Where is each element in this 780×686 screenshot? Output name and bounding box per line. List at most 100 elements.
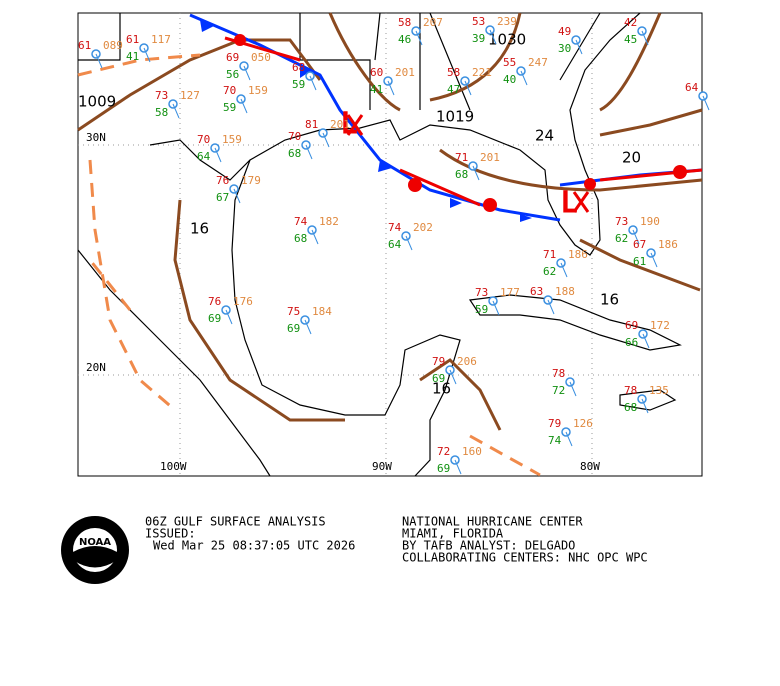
pressure: 126 <box>573 417 593 430</box>
temperature: 63 <box>530 285 543 298</box>
station: 71 68 201 <box>455 151 500 181</box>
station: 53 39 239 <box>472 15 517 45</box>
temperature: 74 <box>388 221 402 234</box>
dew-point: 58 <box>155 106 168 119</box>
pressure: 160 <box>462 445 482 458</box>
station: 75 69 184 <box>287 305 332 335</box>
dew-point: 69 <box>437 462 450 475</box>
station: 79 69 206 <box>432 355 477 385</box>
wind-barb <box>243 65 251 81</box>
wind-barb <box>225 309 233 325</box>
pressure: 186 <box>658 238 678 251</box>
dew-point: 69 <box>208 312 221 325</box>
isobar-label: 16 <box>432 380 451 398</box>
wind-barb <box>405 235 413 251</box>
isobar-label: 16 <box>600 291 619 309</box>
pressure: 190 <box>640 215 660 228</box>
dew-point: 69 <box>287 322 300 335</box>
isobar-label: 1019 <box>436 108 474 126</box>
wind-barb <box>322 132 330 148</box>
dew-point: 56 <box>226 68 239 81</box>
dew-point: 59 <box>475 303 488 316</box>
map-frame <box>77 12 703 477</box>
isobar-label: 16 <box>190 220 209 238</box>
wind-barb <box>311 229 319 245</box>
dew-point: 67 <box>216 191 229 204</box>
temperature: 61 <box>126 33 139 46</box>
wind-barb <box>632 229 640 245</box>
station: 73 58 127 <box>155 89 200 119</box>
wind-barb <box>415 30 423 46</box>
pressure: 159 <box>222 133 242 146</box>
low-x <box>346 114 590 213</box>
temperature: 53 <box>472 15 485 28</box>
station: 79 74 126 <box>548 417 593 447</box>
pressure: 179 <box>241 174 261 187</box>
temperature: 71 <box>543 248 556 261</box>
pressure: 201 <box>480 151 500 164</box>
station: 61 41 117 <box>126 33 171 63</box>
temperature: 78 <box>624 384 637 397</box>
pressure: 050 <box>251 51 271 64</box>
isobar-label: 24 <box>535 127 554 145</box>
wind-barb <box>449 369 457 385</box>
wind-barb <box>489 29 497 45</box>
dew-point: 66 <box>625 336 638 349</box>
dew-point: 68 <box>294 232 307 245</box>
warm-front <box>224 34 703 212</box>
pressure: 201 <box>395 66 415 79</box>
wind-barb <box>702 95 710 111</box>
pressure: 172 <box>650 319 670 332</box>
station: 76 69 176 <box>208 295 253 325</box>
dew-point: 59 <box>292 78 305 91</box>
dew-point: 68 <box>455 168 468 181</box>
station: 76 67 179 <box>216 174 261 204</box>
dew-point: 61 <box>633 255 646 268</box>
dew-point: 46 <box>398 33 411 46</box>
station: 71 62 186 <box>543 248 588 278</box>
pressure: 207 <box>423 16 443 29</box>
lon-label: 80W <box>580 460 600 473</box>
dew-point: 68 <box>624 401 637 414</box>
temperature: 79 <box>432 355 445 368</box>
coastlines <box>77 12 682 477</box>
product-title: 06Z GULF SURFACE ANALYSIS <box>145 515 326 529</box>
pressure: 247 <box>528 56 548 69</box>
pressure: 089 <box>103 39 123 52</box>
pressure: 184 <box>312 305 332 318</box>
station: 73 59 177 <box>475 286 520 316</box>
dew-point: 59 <box>223 101 236 114</box>
wind-barb <box>641 30 649 46</box>
temperature: 79 <box>548 417 561 430</box>
pressure: 182 <box>319 215 339 228</box>
station: 67 61 186 <box>633 238 678 268</box>
station: 81 201 <box>305 118 350 148</box>
temperature: 49 <box>558 25 571 38</box>
station: 73 62 190 <box>615 215 660 245</box>
pressure: 159 <box>248 84 268 97</box>
dew-point: 62 <box>615 232 628 245</box>
wind-barb <box>233 188 241 204</box>
temperature: 69 <box>226 51 239 64</box>
wind-barb <box>240 98 248 114</box>
wind-barb <box>547 299 555 315</box>
pressure: 135 <box>649 384 669 397</box>
temperature: 76 <box>216 174 229 187</box>
noaa-logo: NOAA <box>61 516 129 584</box>
dew-point: 64 <box>197 150 211 163</box>
issued-time: Wed Mar 25 08:37:05 UTC 2026 <box>153 539 355 553</box>
wind-barb <box>641 398 649 414</box>
pressure: 186 <box>568 248 588 261</box>
station: 61 089 <box>78 39 123 69</box>
temperature: 73 <box>615 215 628 228</box>
temperature: 67 <box>633 238 646 251</box>
temperature: 42 <box>624 16 637 29</box>
wind-barb <box>143 47 151 63</box>
temperature: 58 <box>447 66 460 79</box>
wind-barb <box>304 319 312 335</box>
wind-barb <box>454 459 462 475</box>
